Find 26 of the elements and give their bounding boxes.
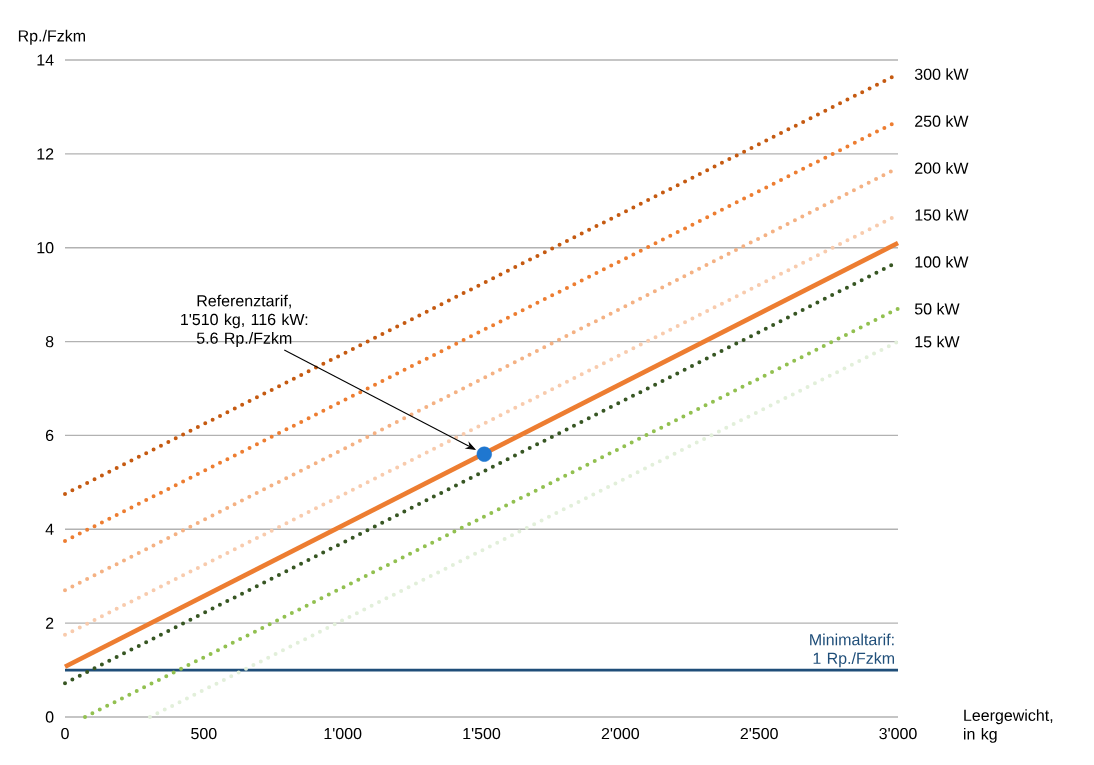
- y-tick-label: 4: [45, 523, 54, 535]
- y-tick-label: 2: [45, 617, 54, 629]
- x-tick-label: 0: [61, 727, 69, 740]
- ref-line-label: Minimaltarif: 1 Rp./Fzkm: [810, 633, 895, 668]
- y-tick-label: 6: [45, 429, 54, 442]
- x-tick-label: 2'000: [601, 727, 640, 740]
- series-label: 250 kW: [915, 115, 969, 127]
- series-label: 150 kW: [915, 209, 969, 221]
- y-tick-label: 14: [37, 54, 54, 66]
- x-tick-label: 2'500: [740, 727, 778, 740]
- x-tick-label: 1'000: [324, 727, 362, 740]
- x-tick-label: 500: [191, 727, 217, 740]
- annotation: Referenztarif, 1'510 kg, 116 kW: 5.6 Rp./Fzkm: [181, 294, 308, 347]
- x-tick-label: 1'500: [463, 727, 501, 740]
- y-tick-label: 8: [45, 335, 54, 348]
- y-tick-label: 0: [45, 711, 54, 723]
- series-label: 200 kW: [915, 162, 969, 174]
- y-tick-label: 10: [37, 242, 54, 254]
- series-label: 300 kW: [914, 68, 969, 80]
- x-tick-label: 3'000: [879, 727, 917, 740]
- series-label: 100 kW: [915, 255, 969, 268]
- series-label: 15 kW: [915, 335, 960, 348]
- series-label: 50 kW: [914, 302, 960, 315]
- x-axis-title: Leergewicht, in kg: [964, 709, 1053, 743]
- y-axis-title: Rp./Fzkm: [18, 29, 85, 45]
- y-tick-label: 12: [37, 148, 54, 160]
